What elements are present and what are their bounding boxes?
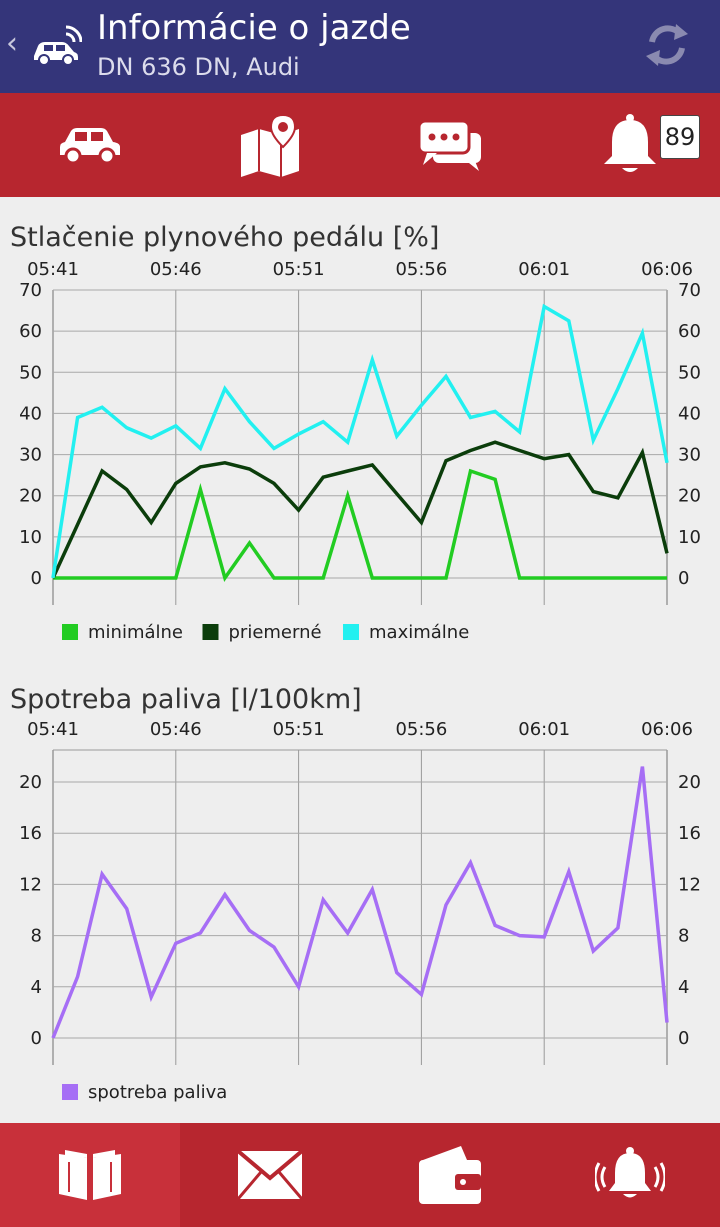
top-nav [0, 93, 720, 197]
series-line [51, 440, 669, 579]
y-tick-label-left: 70 [19, 280, 42, 301]
legend-swatch [202, 624, 219, 640]
series-line [53, 468, 667, 583]
y-tick-label-right: 8 [678, 926, 689, 947]
x-tick-label: 06:06 [641, 259, 693, 280]
legend-swatch [343, 624, 359, 640]
app-header: ‹ Informácie o jazde DN 636 DN, Audi [0, 0, 720, 93]
y-tick-label-left: 50 [19, 362, 42, 383]
legend-label: spotreba paliva [88, 1082, 227, 1103]
x-tick-label: 05:41 [27, 259, 79, 280]
legend-swatch [62, 1084, 78, 1100]
x-tick-label: 05:46 [150, 719, 202, 740]
x-tick-label: 06:01 [518, 719, 570, 740]
y-tick-label-right: 20 [678, 486, 701, 507]
nav-messages-button[interactable] [360, 93, 540, 197]
nav-notifications-button[interactable] [540, 93, 720, 197]
y-tick-label-right: 20 [678, 772, 701, 793]
book-icon [59, 1150, 121, 1200]
y-tick-label-right: 12 [678, 874, 701, 895]
y-tick-label-left: 16 [19, 823, 42, 844]
bottom-nav [0, 1123, 720, 1227]
x-tick-label: 05:41 [27, 719, 79, 740]
y-tick-label-left: 10 [19, 527, 42, 548]
x-tick-label: 05:56 [395, 259, 447, 280]
map-icon [241, 113, 299, 177]
y-tick-label-left: 12 [19, 874, 42, 895]
y-tick-label-right: 40 [678, 403, 701, 424]
y-tick-label-right: 16 [678, 823, 701, 844]
chat-icon [417, 119, 481, 171]
pedal-chart-title: Stlačenie plynového pedálu [%] [10, 222, 440, 253]
y-tick-label-left: 0 [31, 1028, 42, 1049]
y-tick-label-right: 0 [678, 1028, 689, 1049]
y-tick-label-right: 30 [678, 445, 701, 466]
nav-alarm-button[interactable] [540, 1123, 720, 1227]
pedal-chart: 05:41 05:46 05:51 05:56 06:01 06:06 0 0 10 10 20 20… [19, 259, 701, 643]
nav-mail-button[interactable] [180, 1123, 360, 1227]
y-tick-label-left: 20 [19, 486, 42, 507]
x-tick-label: 05:51 [273, 259, 325, 280]
alarm-icon [595, 1147, 665, 1198]
legend-swatch [62, 624, 78, 640]
wallet-icon [419, 1146, 481, 1204]
car-icon [60, 128, 120, 165]
refresh-icon[interactable] [642, 20, 692, 70]
back-button[interactable]: ‹ [6, 26, 18, 61]
y-tick-label-left: 20 [19, 772, 42, 793]
legend-label: priemerné [229, 622, 322, 643]
page-title: Informácie o jazde [97, 8, 411, 48]
nav-map-button[interactable] [180, 93, 360, 197]
x-tick-label: 05:56 [395, 719, 447, 740]
y-tick-label-left: 4 [31, 977, 42, 998]
series-line [51, 766, 669, 1039]
y-tick-label-left: 8 [31, 926, 42, 947]
nav-car-button[interactable] [0, 93, 180, 197]
series-line [51, 303, 669, 579]
x-tick-label: 06:06 [641, 719, 693, 740]
y-tick-label-left: 60 [19, 321, 42, 342]
fuel-chart-title: Spotreba paliva [l/100km] [10, 684, 362, 715]
y-tick-label-right: 10 [678, 527, 701, 548]
fuel-chart: 05:41 05:46 05:51 05:56 06:01 06:06 0 0 4 4 8 8 12 12… [19, 719, 701, 1103]
nav-wallet-button[interactable] [360, 1123, 540, 1227]
y-tick-label-left: 0 [31, 568, 42, 589]
y-tick-label-left: 30 [19, 445, 42, 466]
y-tick-label-left: 40 [19, 403, 42, 424]
x-tick-label: 05:46 [150, 259, 202, 280]
bell-icon [604, 114, 656, 172]
y-tick-label-right: 60 [678, 321, 701, 342]
y-tick-label-right: 70 [678, 280, 701, 301]
mail-icon [237, 1150, 303, 1200]
y-tick-label-right: 4 [678, 977, 689, 998]
car-wifi-logo[interactable] [30, 22, 82, 68]
x-tick-label: 05:51 [273, 719, 325, 740]
nav-logbook-button[interactable] [0, 1123, 180, 1227]
notification-count-badge: 89 [660, 115, 700, 159]
y-tick-label-right: 0 [678, 568, 689, 589]
x-tick-label: 06:01 [518, 259, 570, 280]
y-tick-label-right: 50 [678, 362, 701, 383]
vehicle-subtitle: DN 636 DN, Audi [97, 53, 300, 81]
legend-label: maximálne [369, 622, 469, 643]
legend-label: minimálne [88, 622, 183, 643]
